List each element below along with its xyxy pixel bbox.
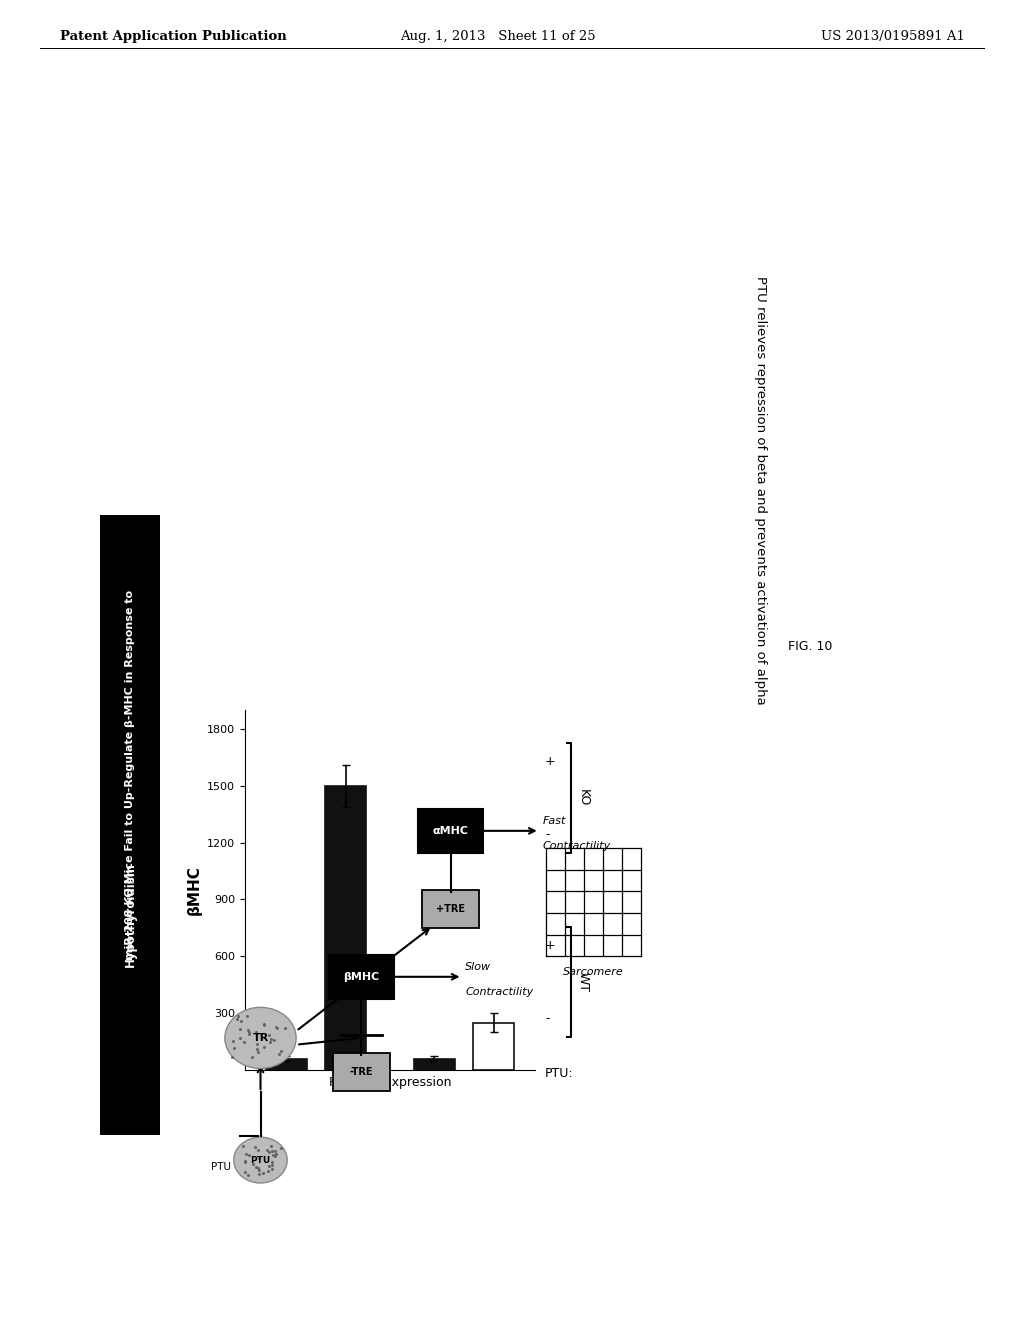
Text: -: - [545,1012,550,1026]
Text: PTU relieves repression of beta and prevents activation of alpha: PTU relieves repression of beta and prev… [754,276,767,705]
Text: FIG. 10: FIG. 10 [787,640,833,653]
Text: +: + [545,939,556,952]
Ellipse shape [225,1007,296,1068]
FancyBboxPatch shape [419,809,482,853]
Text: US 2013/0195891 A1: US 2013/0195891 A1 [821,30,965,44]
Text: miR-208 KO Mice Fail to Up-Regulate β-MHC in Response to: miR-208 KO Mice Fail to Up-Regulate β-MH… [125,590,135,960]
Text: +TRE: +TRE [436,904,465,913]
Bar [325,785,367,1071]
Text: PTU: PTU [251,1155,270,1164]
Text: βMHC: βMHC [343,972,380,982]
Y-axis label: βMHC: βMHC [186,865,202,915]
FancyBboxPatch shape [333,1053,390,1090]
Text: Aug. 1, 2013   Sheet 11 of 25: Aug. 1, 2013 Sheet 11 of 25 [400,30,596,44]
Text: Sarcomere: Sarcomere [563,966,624,977]
Text: -TRE: -TRE [350,1067,373,1077]
Text: PTU: PTU [211,1162,230,1172]
Bar [100,515,160,1135]
Text: +: + [545,755,556,768]
Text: Contractility: Contractility [543,841,611,851]
Text: Patent Application Publication: Patent Application Publication [60,30,287,44]
Bar [473,1023,514,1071]
Text: -: - [545,829,550,841]
Text: PTU:: PTU: [545,1067,573,1080]
FancyBboxPatch shape [422,890,479,928]
Text: Hypothyroidism: Hypothyroidism [124,862,136,968]
Text: Contractility: Contractility [465,987,534,997]
Text: KO: KO [577,789,590,807]
Ellipse shape [233,1138,287,1183]
Text: Fast: Fast [543,816,566,826]
FancyBboxPatch shape [330,956,393,998]
Text: WT: WT [577,972,590,991]
Bar [265,1059,307,1071]
Text: TR: TR [252,1032,268,1043]
Text: αMHC: αMHC [432,826,469,836]
Bar [414,1059,455,1071]
Text: Slow: Slow [465,961,492,972]
X-axis label: Relative Expression: Relative Expression [329,1076,452,1089]
